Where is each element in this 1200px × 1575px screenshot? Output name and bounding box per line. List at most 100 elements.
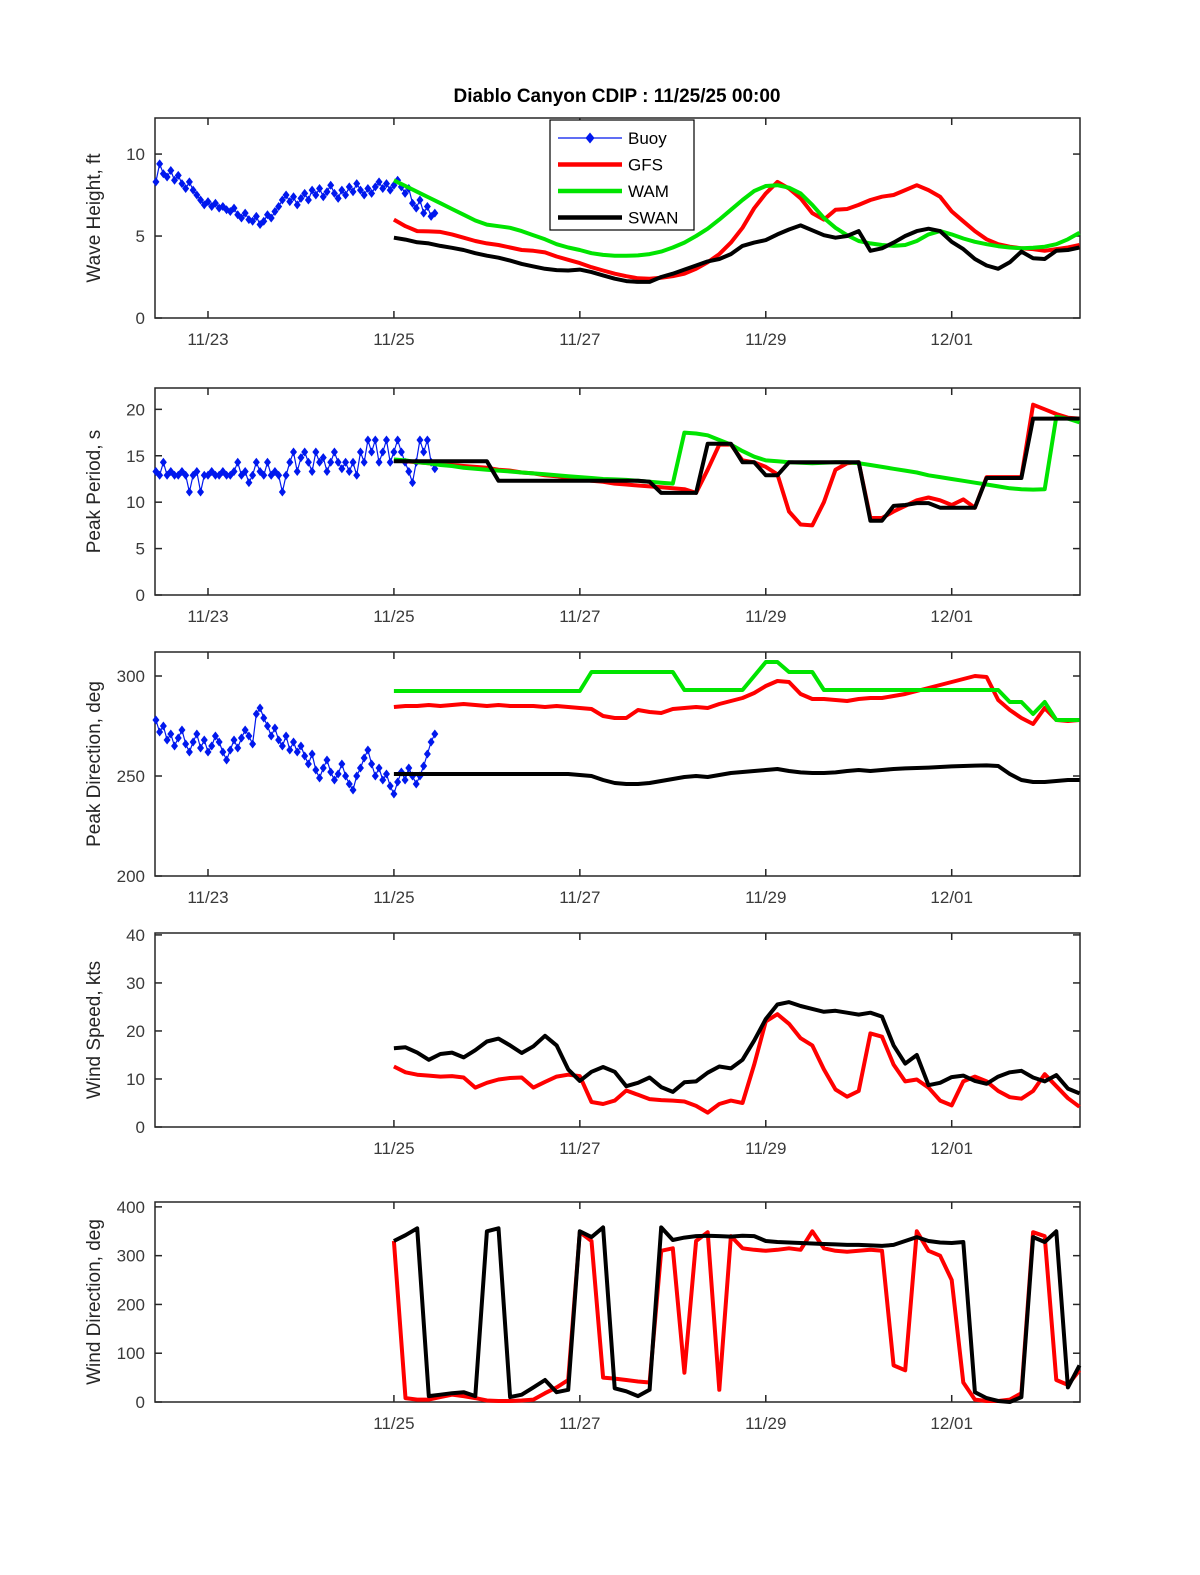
buoy-marker — [197, 743, 205, 753]
legend-label-buoy: Buoy — [628, 129, 667, 148]
buoy-marker — [379, 775, 387, 785]
buoy-marker — [375, 763, 383, 773]
buoy-marker — [323, 755, 331, 765]
buoy-marker — [386, 457, 394, 467]
buoy-marker — [312, 765, 320, 775]
buoy-marker — [420, 208, 428, 218]
buoy-marker — [431, 208, 439, 218]
buoy-marker — [423, 435, 431, 445]
buoy-marker — [260, 216, 268, 226]
swan-line-wind-speed-kts — [393, 1000, 1081, 1096]
buoy-marker — [301, 447, 309, 457]
buoy-marker — [394, 777, 402, 787]
y-tick-label: 0 — [136, 586, 145, 605]
buoy-line-peak-direction-deg — [155, 707, 436, 795]
buoy-marker — [420, 761, 428, 771]
buoy-marker — [390, 789, 398, 799]
buoy-marker — [416, 435, 424, 445]
buoy-marker — [338, 185, 346, 195]
buoy-marker — [215, 737, 223, 747]
buoy-marker — [338, 759, 346, 769]
buoy-marker — [349, 785, 357, 795]
buoy-marker — [409, 198, 417, 208]
buoy-marker — [334, 457, 342, 467]
buoy-marker — [364, 435, 372, 445]
y-tick-label: 200 — [117, 867, 145, 886]
buoy-marker — [360, 753, 368, 763]
buoy-marker — [163, 735, 171, 745]
buoy-marker — [241, 725, 249, 735]
buoy-marker — [319, 763, 327, 773]
buoy-marker — [282, 190, 290, 200]
buoy-marker — [368, 759, 376, 769]
buoy-marker — [163, 172, 171, 182]
y-tick-label: 10 — [126, 493, 145, 512]
y-tick-label: 250 — [117, 767, 145, 786]
buoy-marker — [182, 183, 190, 193]
buoy-marker — [182, 470, 190, 480]
buoy-marker — [349, 187, 357, 197]
buoy-marker — [249, 470, 257, 480]
buoy-marker — [423, 202, 431, 212]
buoy-marker — [159, 721, 167, 731]
x-tick-label: 11/27 — [559, 888, 600, 907]
buoy-marker — [271, 723, 279, 733]
swan-line-wind-direction-deg — [393, 1225, 1082, 1404]
y-tick-label: 300 — [117, 1247, 145, 1266]
buoy-marker — [334, 193, 342, 203]
y-tick-label: 10 — [126, 145, 145, 164]
wam-line-wave-height-ft — [393, 178, 1081, 258]
y-axis-label-wave-height-ft: Wave Height, ft — [84, 153, 105, 283]
buoy-marker — [371, 435, 379, 445]
buoy-marker — [185, 747, 193, 757]
x-tick-label: 12/01 — [930, 607, 973, 626]
y-tick-label: 5 — [136, 227, 145, 246]
buoy-marker — [204, 197, 212, 207]
buoy-marker — [193, 467, 201, 477]
buoy-marker — [234, 457, 242, 467]
buoy-marker — [319, 192, 327, 202]
x-tick-label: 11/29 — [745, 607, 786, 626]
buoy-marker — [230, 203, 238, 213]
buoy-marker — [156, 159, 164, 169]
x-tick-label: 11/27 — [559, 1414, 600, 1433]
buoy-marker — [230, 467, 238, 477]
buoy-marker — [211, 198, 219, 208]
buoy-marker — [301, 751, 309, 761]
buoy-marker — [197, 487, 205, 497]
axes-box-wind-speed-kts — [154, 932, 1081, 1128]
buoy-marker — [241, 208, 249, 218]
y-tick-label: 0 — [136, 1118, 145, 1137]
axes-box-peak-period-s — [154, 387, 1081, 596]
buoy-marker — [304, 457, 312, 467]
buoy-marker — [334, 769, 342, 779]
buoy-marker — [330, 775, 338, 785]
axes-box-peak-direction-deg — [154, 651, 1081, 877]
buoy-marker — [226, 745, 234, 755]
buoy-marker — [167, 165, 175, 175]
buoy-marker — [286, 745, 294, 755]
buoy-marker — [260, 470, 268, 480]
y-axis-label-wind-direction-deg: Wind Direction, deg — [84, 1219, 105, 1385]
buoy-marker — [223, 470, 231, 480]
buoy-marker — [323, 467, 331, 477]
y-tick-label: 20 — [126, 400, 145, 419]
buoy-marker — [390, 447, 398, 457]
x-tick-label: 11/27 — [559, 330, 600, 349]
buoy-marker — [237, 213, 245, 223]
x-tick-label: 11/25 — [373, 888, 414, 907]
buoy-marker — [230, 735, 238, 745]
x-tick-label: 11/29 — [745, 1139, 786, 1158]
buoy-marker — [353, 470, 361, 480]
legend-label-swan: SWAN — [628, 209, 678, 228]
swan-line-peak-period-s — [393, 416, 1080, 523]
buoy-marker — [304, 195, 312, 205]
buoy-marker — [423, 749, 431, 759]
swan-line-wave-height-ft — [393, 223, 1080, 284]
buoy-marker — [237, 733, 245, 743]
buoy-marker — [353, 771, 361, 781]
buoy-marker — [159, 457, 167, 467]
buoy-marker — [152, 177, 160, 187]
